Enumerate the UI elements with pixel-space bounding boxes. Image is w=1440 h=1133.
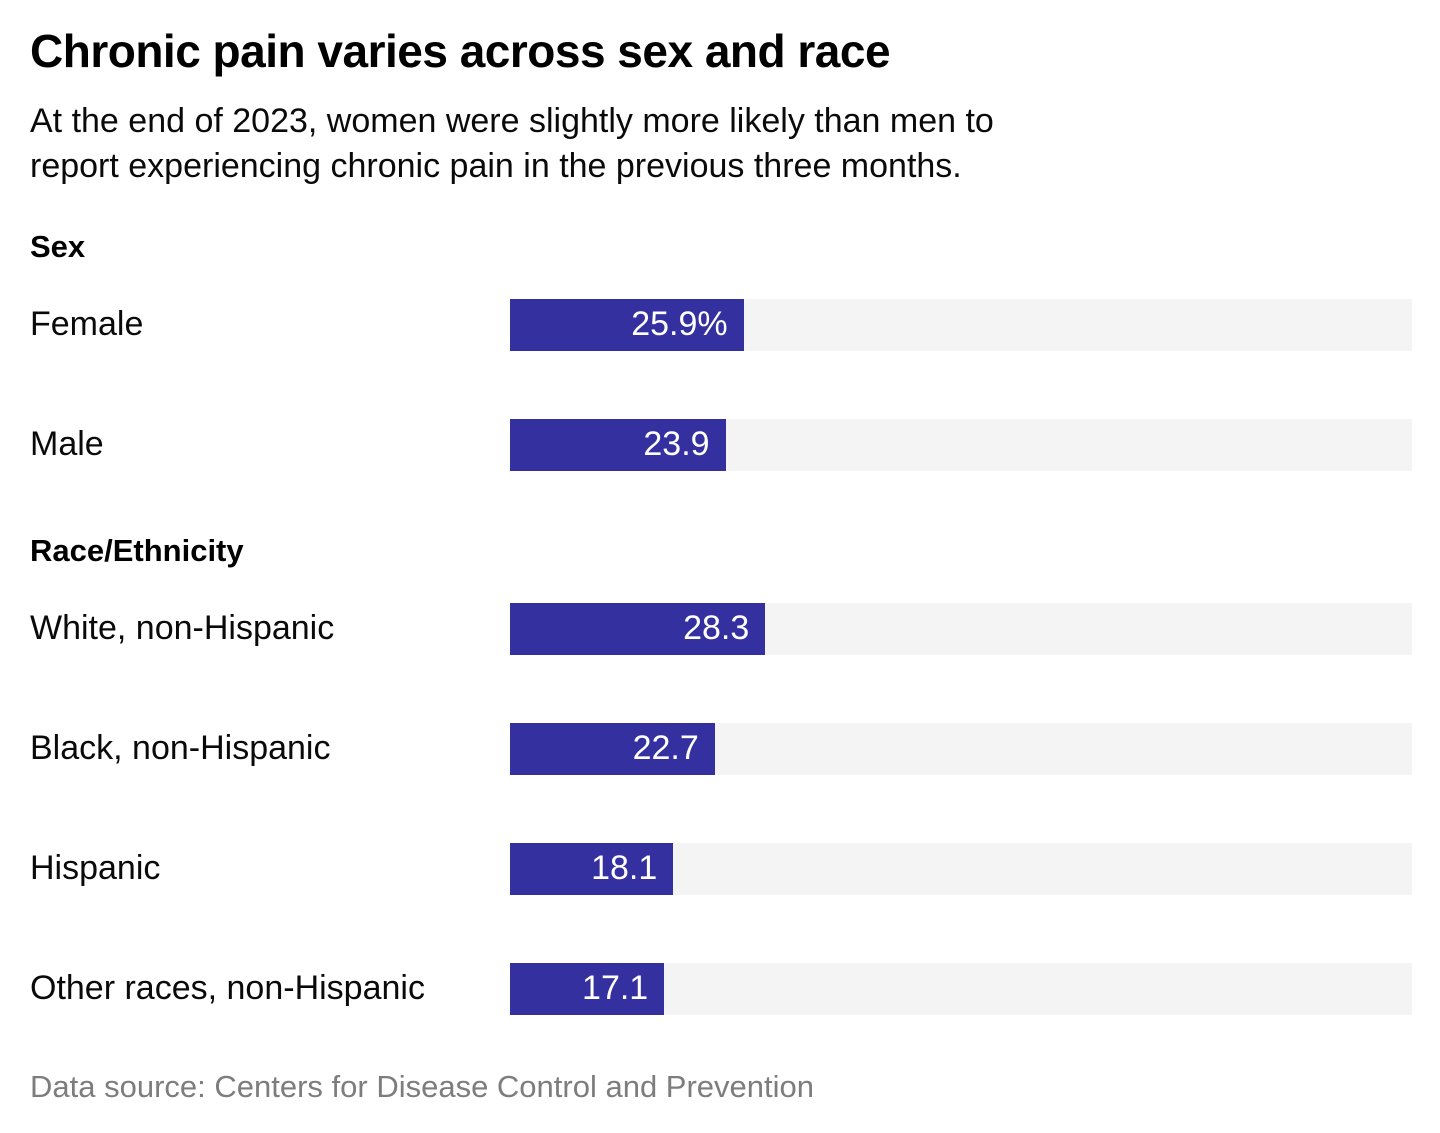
chart-groups: Sex Female 25.9% Male 23.9 Race/Ethnicity Whit… [30,229,1412,1049]
chart: Chronic pain varies across sex and race … [30,25,1412,1104]
bar-row: Hispanic 18.1 [30,809,1412,929]
bar-row: Black, non-Hispanic 22.7 [30,689,1412,809]
chart-group: Race/Ethnicity White, non-Hispanic 28.3 Bla… [30,533,1412,1049]
bar-value-label: 23.9 [643,425,710,464]
category-label: Hispanic [30,849,161,888]
bar-value-label: 17.1 [582,969,649,1008]
bar-track: 28.3 [510,602,1412,655]
bar-row: White, non-Hispanic 28.3 [30,569,1412,689]
category-label: Female [30,305,144,344]
bar-row: Other races, non-Hispanic 17.1 [30,929,1412,1049]
bar-track: 22.7 [510,722,1412,775]
category-label: Male [30,425,104,464]
bar: 22.7 [510,722,715,775]
bar-value-label: 28.3 [683,609,750,648]
chart-subtitle-line-2: report experiencing chronic pain in the … [30,146,962,185]
group-heading: Race/Ethnicity [30,532,244,568]
bar-track: 17.1 [510,962,1412,1015]
bar-value-label: 25.9% [631,305,728,344]
bar: 23.9 [510,418,726,471]
chart-group: Sex Female 25.9% Male 23.9 [30,229,1412,505]
category-label: White, non-Hispanic [30,609,335,648]
group-heading: Sex [30,228,86,264]
chart-subtitle: At the end of 2023, women were slightly … [30,99,1412,189]
group-rows: Female 25.9% Male 23.9 [30,265,1412,505]
bar-track: 25.9% [510,298,1412,351]
bar-value-label: 18.1 [591,849,658,888]
bar-row: Female 25.9% [30,265,1412,385]
bar-track: 18.1 [510,842,1412,895]
bar: 18.1 [510,842,674,895]
bar-value-label: 22.7 [632,729,699,768]
bar: 28.3 [510,602,766,655]
category-label: Black, non-Hispanic [30,729,331,768]
bar-track: 23.9 [510,418,1412,471]
chart-subtitle-line-1: At the end of 2023, women were slightly … [30,101,994,140]
group-rows: White, non-Hispanic 28.3 Black, non-Hispan… [30,569,1412,1049]
bar-row: Male 23.9 [30,385,1412,505]
bar: 25.9% [510,298,744,351]
bar: 17.1 [510,962,665,1015]
category-label: Other races, non-Hispanic [30,969,425,1008]
chart-title: Chronic pain varies across sex and race [30,25,891,77]
data-source: Data source: Centers for Disease Control… [30,1068,815,1104]
